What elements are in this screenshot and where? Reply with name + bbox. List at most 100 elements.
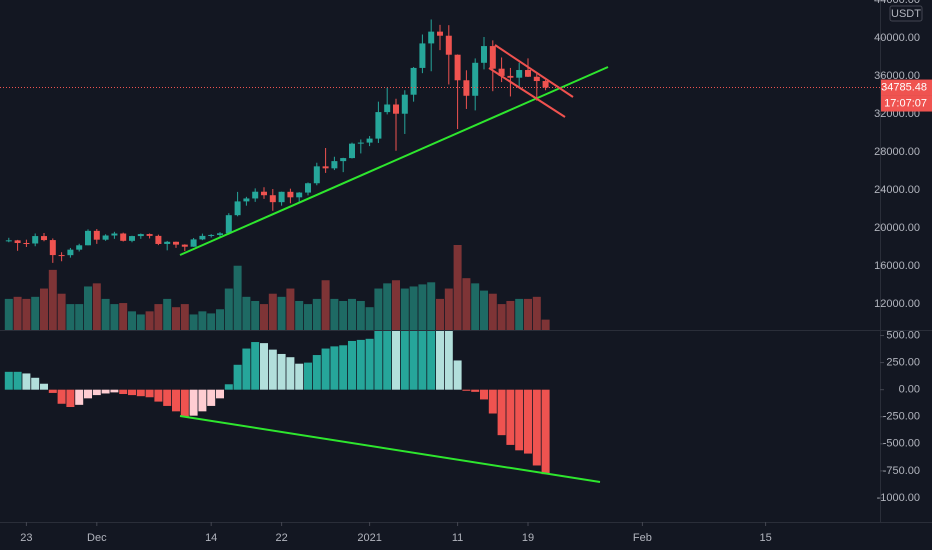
volume-bar bbox=[172, 307, 180, 330]
volume-bar bbox=[480, 290, 488, 330]
volume-bar bbox=[312, 298, 321, 330]
histogram-bar bbox=[462, 389, 471, 391]
candle-body bbox=[287, 191, 294, 198]
volume-bar bbox=[260, 304, 268, 330]
volume-bar bbox=[4, 298, 13, 330]
candle-body bbox=[217, 233, 223, 235]
volume-bar bbox=[13, 296, 22, 330]
volume-bar bbox=[453, 245, 462, 330]
countdown-badge bbox=[881, 95, 932, 112]
currency: USDT bbox=[891, 8, 921, 20]
candle-body bbox=[181, 244, 188, 247]
histogram-bar bbox=[110, 389, 119, 393]
candle-body bbox=[340, 158, 347, 162]
histogram-bar bbox=[268, 349, 277, 390]
x-tick-label: 2021 bbox=[357, 532, 381, 544]
histogram-bar bbox=[436, 331, 444, 390]
countdown-label: 17:07:07 bbox=[884, 97, 927, 109]
x-tick-label: 19 bbox=[522, 532, 534, 544]
x-tick-label: 22 bbox=[275, 532, 287, 544]
histogram-bar bbox=[374, 331, 383, 390]
volume-bar bbox=[436, 298, 444, 330]
volume-bar bbox=[321, 280, 330, 330]
candle-body bbox=[14, 240, 21, 244]
candle-body bbox=[32, 236, 39, 244]
channel-line bbox=[494, 44, 574, 98]
candle-body bbox=[481, 46, 487, 63]
y-tick-label: 250.00 bbox=[886, 357, 920, 369]
divergence-line bbox=[179, 415, 601, 483]
histogram-bar bbox=[286, 357, 295, 390]
candle-body bbox=[190, 239, 197, 247]
histogram-bar bbox=[251, 342, 260, 390]
volume-bar bbox=[515, 298, 524, 330]
y-tick-label: 36000.00 bbox=[874, 70, 920, 82]
histogram-bar bbox=[339, 345, 348, 390]
last-price-badge bbox=[881, 79, 932, 96]
volume-bar bbox=[339, 300, 348, 330]
x-tick-label: 11 bbox=[452, 532, 463, 544]
volume-bar bbox=[224, 288, 233, 330]
candle-body bbox=[445, 35, 452, 55]
candle-body bbox=[58, 255, 65, 257]
histogram-bar bbox=[497, 389, 506, 436]
candle-body bbox=[375, 112, 382, 139]
candle-body bbox=[349, 143, 355, 159]
y-tick-label: -500.00 bbox=[883, 438, 920, 450]
y-tick-label: 20000.00 bbox=[874, 222, 920, 234]
x-tick-label: 15 bbox=[759, 532, 771, 544]
candle-body bbox=[489, 46, 496, 69]
volume-bar bbox=[409, 286, 418, 330]
histogram-bar bbox=[57, 389, 66, 404]
candle-body bbox=[41, 236, 47, 241]
histogram-bar bbox=[418, 331, 427, 390]
volume-bar bbox=[488, 293, 497, 330]
candle-body bbox=[278, 191, 285, 203]
volume-bar bbox=[427, 282, 436, 330]
candle-body bbox=[525, 70, 531, 77]
y-tick-label: 24000.00 bbox=[874, 184, 920, 196]
volume-bar bbox=[101, 298, 110, 330]
histogram-bar bbox=[13, 371, 22, 390]
histogram-bar bbox=[22, 373, 31, 390]
histogram-bar bbox=[198, 389, 207, 412]
histogram-bar bbox=[356, 339, 365, 390]
candle-body bbox=[129, 236, 135, 241]
candle-body bbox=[93, 230, 100, 240]
candle-body bbox=[269, 195, 276, 203]
histogram-bar bbox=[216, 389, 224, 399]
y-tick-label: -250.00 bbox=[883, 411, 920, 423]
volume-bar bbox=[304, 304, 312, 330]
histogram-bar bbox=[524, 389, 532, 454]
histogram-bar bbox=[4, 371, 13, 390]
volume-bar bbox=[365, 307, 374, 330]
candle-body bbox=[516, 70, 523, 78]
volume-bar bbox=[84, 286, 92, 330]
volume-bar bbox=[532, 296, 541, 330]
volume-bar bbox=[136, 314, 145, 330]
candle-body bbox=[393, 104, 399, 114]
y-tick-label: 500.00 bbox=[886, 329, 920, 341]
histogram-bar bbox=[392, 331, 400, 390]
histogram-bar bbox=[480, 389, 488, 400]
candle-body bbox=[164, 241, 171, 244]
volume-bar bbox=[374, 288, 383, 330]
volume-bar bbox=[22, 298, 31, 330]
candle-body bbox=[357, 142, 364, 144]
histogram-bar bbox=[233, 364, 242, 390]
histogram-bar bbox=[260, 343, 268, 390]
histogram-bar bbox=[348, 340, 356, 390]
histogram-bar bbox=[189, 389, 198, 416]
volume-bar bbox=[110, 304, 119, 330]
currency-badge bbox=[889, 5, 923, 22]
histogram-bar bbox=[92, 389, 101, 396]
histogram-bar bbox=[31, 377, 40, 390]
histogram-bar bbox=[242, 348, 251, 390]
volume-bar bbox=[119, 303, 128, 330]
candle-body bbox=[85, 230, 91, 246]
candle-body bbox=[454, 54, 461, 81]
volume-bar bbox=[348, 298, 356, 330]
y-tick-label: -1000.00 bbox=[877, 492, 920, 504]
candle-body bbox=[472, 62, 479, 96]
candle-body bbox=[533, 76, 540, 82]
